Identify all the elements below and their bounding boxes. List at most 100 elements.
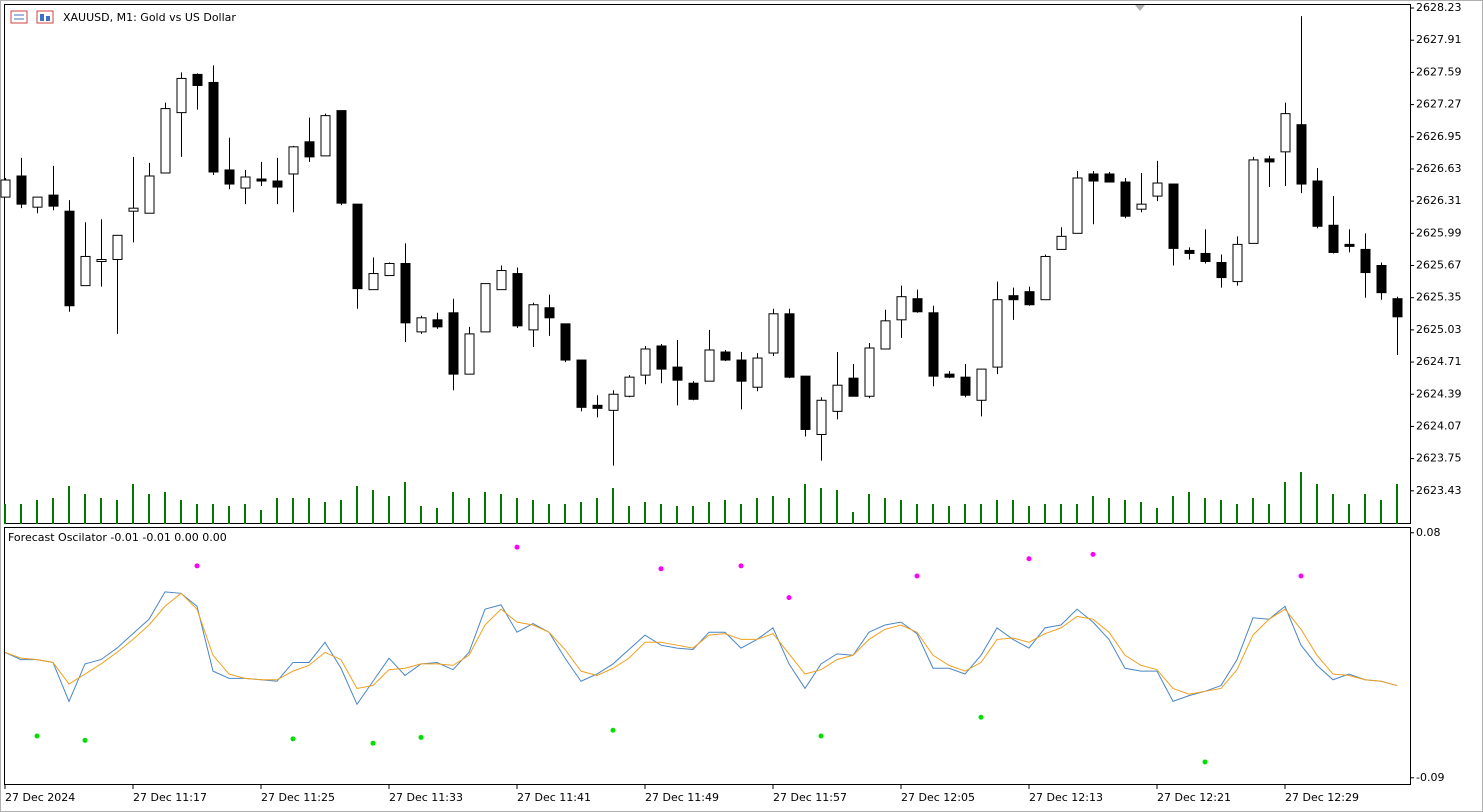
candle-body [368,273,379,291]
candle-body [1248,159,1259,244]
candle-body [560,323,571,361]
candle-body [1312,180,1323,227]
candle-body [592,404,603,409]
candle-body [768,313,779,354]
y-tick-label: 2623.43 [1416,484,1462,497]
signal-dot [34,733,40,739]
candle-body [688,382,699,400]
candle-body [464,333,475,375]
y-tick-label: -0.09 [1416,771,1444,784]
signal-dot [418,734,424,740]
x-tick-label: 27 Dec 11:17 [133,791,207,804]
candle-body [720,351,731,361]
candle-body [480,283,491,333]
signal-dot [818,733,824,739]
candle-body [272,180,283,188]
candle-body [224,169,235,185]
icon [36,10,54,24]
y-tick-label: 2624.71 [1416,355,1462,368]
x-tick-label: 27 Dec 12:21 [1157,791,1231,804]
candle-body [880,320,891,350]
candle-body [1168,183,1179,249]
signal-dot [82,737,88,743]
candle-body [128,207,139,212]
indicator-title: Forecast Oscilator -0.01 -0.01 0.00 0.00 [8,531,227,544]
x-tick-label: 27 Dec 11:25 [261,791,335,804]
candle-body [608,393,619,411]
candle-body [0,179,11,198]
candle-body [336,110,347,204]
candle-body [48,194,59,207]
x-tick-label: 27 Dec 11:49 [645,791,719,804]
symbol-icons [10,10,54,24]
candle-body [1008,295,1019,301]
candle-body [928,312,939,377]
candle-body [320,115,331,157]
signal-dot [914,573,920,579]
candle-body [832,384,843,412]
candle-body [736,359,747,382]
x-tick-label: 27 Dec 11:57 [773,791,847,804]
candle-body [1040,255,1051,301]
signal-dot [514,544,520,550]
oscillator-line [4,592,1398,695]
candle-body [352,203,363,290]
signal-dot [194,563,200,569]
y-tick-label: 2625.35 [1416,291,1462,304]
candle-body [96,258,107,262]
candle-body [1296,124,1307,185]
candle-body [576,359,587,408]
oscillator-line [4,591,1398,706]
x-tick-label: 27 Dec 12:05 [901,791,975,804]
candle-body [288,146,299,175]
candle-body [1232,243,1243,283]
y-tick-label: 2627.59 [1416,65,1462,78]
y-tick-label: 2627.27 [1416,98,1462,111]
candle-body [1072,177,1083,234]
candle-body [144,175,155,214]
candle-body [384,262,395,277]
candle-body [512,273,523,327]
candle-body [1280,113,1291,153]
signal-dot [290,736,296,742]
icon [46,16,50,21]
signal-dot [1202,759,1208,765]
x-tick-label: 27 Dec 2024 [5,791,75,804]
candle-body [656,345,667,370]
candle-body [624,376,635,397]
signal-dot [978,714,984,720]
y-tick-label: 2628.23 [1416,1,1462,14]
signal-dot [658,566,664,572]
candle-body [1024,291,1035,306]
candle-body [80,255,91,287]
signal-dot [738,563,744,569]
signal-dot [786,595,792,601]
candle-body [752,357,763,388]
y-tick-label: 2626.63 [1416,162,1462,175]
candle-body [784,313,795,378]
shift-marker [1135,5,1145,11]
candle-body [496,270,507,291]
y-tick-label: 2626.31 [1416,194,1462,207]
candle-body [208,81,219,173]
candle-body [864,347,875,397]
candle-body [1200,252,1211,262]
candle-body [64,210,75,307]
candle-body [912,298,923,313]
candle-body [160,108,171,174]
candle-body [1136,203,1147,210]
candle-body [1392,298,1403,318]
candle-body [816,399,827,435]
signal-dot [610,727,616,733]
candle-body [112,234,123,260]
candle-body [544,307,555,319]
candle-body [1344,243,1355,247]
candle-body [304,141,315,158]
y-tick-label: 2623.75 [1416,452,1462,465]
signal-dot [1026,556,1032,562]
candle-body [448,312,459,375]
candle-body [16,175,27,205]
candle-body [1328,224,1339,253]
candle-body [1120,181,1131,217]
